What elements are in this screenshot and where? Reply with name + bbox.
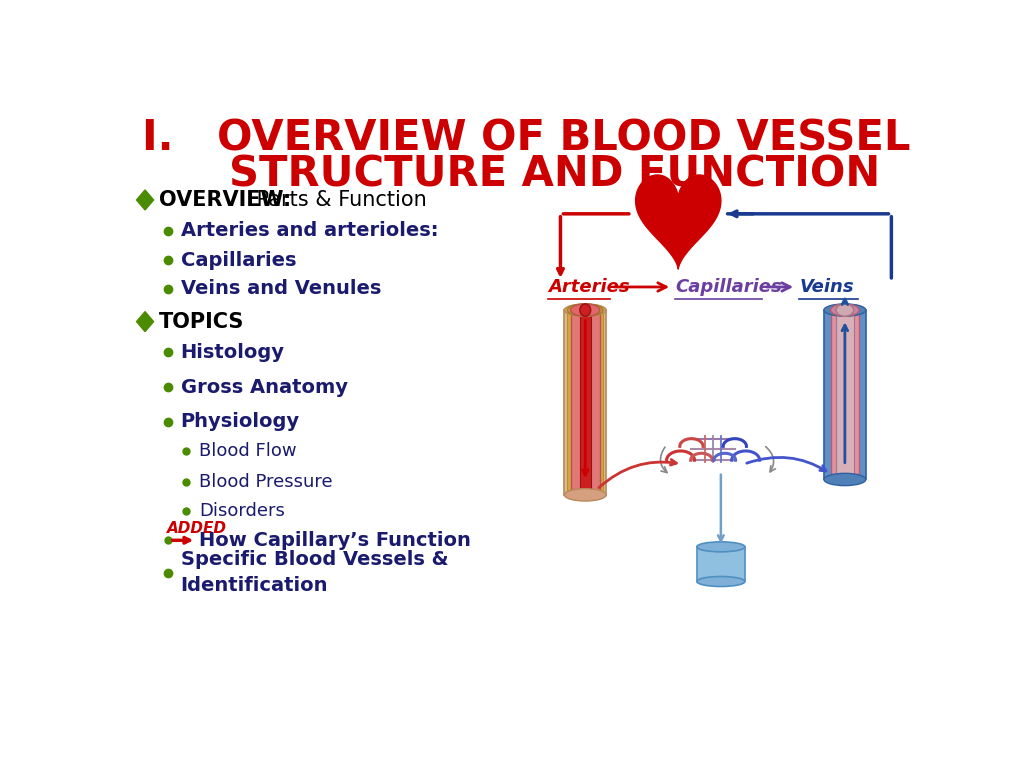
- Text: Veins and Venules: Veins and Venules: [180, 279, 381, 298]
- Text: Histology: Histology: [180, 343, 285, 362]
- Text: Blood Flow: Blood Flow: [200, 442, 297, 460]
- Polygon shape: [136, 190, 154, 210]
- Text: Arteries: Arteries: [548, 278, 630, 296]
- Ellipse shape: [697, 542, 744, 552]
- Ellipse shape: [697, 577, 744, 587]
- Text: Capillaries: Capillaries: [675, 278, 782, 296]
- FancyBboxPatch shape: [697, 547, 744, 581]
- Text: Parts & Function: Parts & Function: [251, 190, 427, 210]
- Text: STRUCTURE AND FUNCTION: STRUCTURE AND FUNCTION: [142, 154, 881, 196]
- Text: Capillaries: Capillaries: [180, 250, 296, 270]
- Ellipse shape: [564, 304, 606, 316]
- FancyBboxPatch shape: [824, 310, 866, 479]
- Text: Veins: Veins: [799, 278, 854, 296]
- Ellipse shape: [564, 488, 606, 501]
- Ellipse shape: [830, 304, 859, 316]
- FancyBboxPatch shape: [580, 310, 591, 495]
- Text: Blood Pressure: Blood Pressure: [200, 473, 333, 491]
- Text: I.   OVERVIEW OF BLOOD VESSEL: I. OVERVIEW OF BLOOD VESSEL: [142, 118, 910, 160]
- Ellipse shape: [567, 304, 603, 316]
- Text: Gross Anatomy: Gross Anatomy: [180, 378, 348, 396]
- Ellipse shape: [570, 304, 600, 316]
- Ellipse shape: [580, 304, 591, 316]
- Text: How Capillary’s Function: How Capillary’s Function: [200, 531, 471, 550]
- FancyBboxPatch shape: [830, 310, 859, 479]
- FancyBboxPatch shape: [570, 310, 600, 495]
- Ellipse shape: [824, 473, 866, 485]
- Text: Disorders: Disorders: [200, 502, 285, 520]
- Ellipse shape: [836, 304, 854, 316]
- Text: TOPICS: TOPICS: [159, 312, 245, 332]
- Text: ADDED: ADDED: [167, 521, 226, 536]
- Ellipse shape: [824, 304, 866, 316]
- Text: Specific Blood Vessels &
Identification: Specific Blood Vessels & Identification: [180, 550, 449, 595]
- Polygon shape: [136, 312, 154, 332]
- FancyBboxPatch shape: [567, 310, 603, 495]
- Text: OVERVIEW:: OVERVIEW:: [159, 190, 291, 210]
- Polygon shape: [636, 175, 721, 270]
- FancyBboxPatch shape: [836, 310, 854, 479]
- Text: Physiology: Physiology: [180, 412, 300, 431]
- Text: Arteries and arterioles:: Arteries and arterioles:: [180, 221, 438, 240]
- FancyBboxPatch shape: [564, 310, 606, 495]
